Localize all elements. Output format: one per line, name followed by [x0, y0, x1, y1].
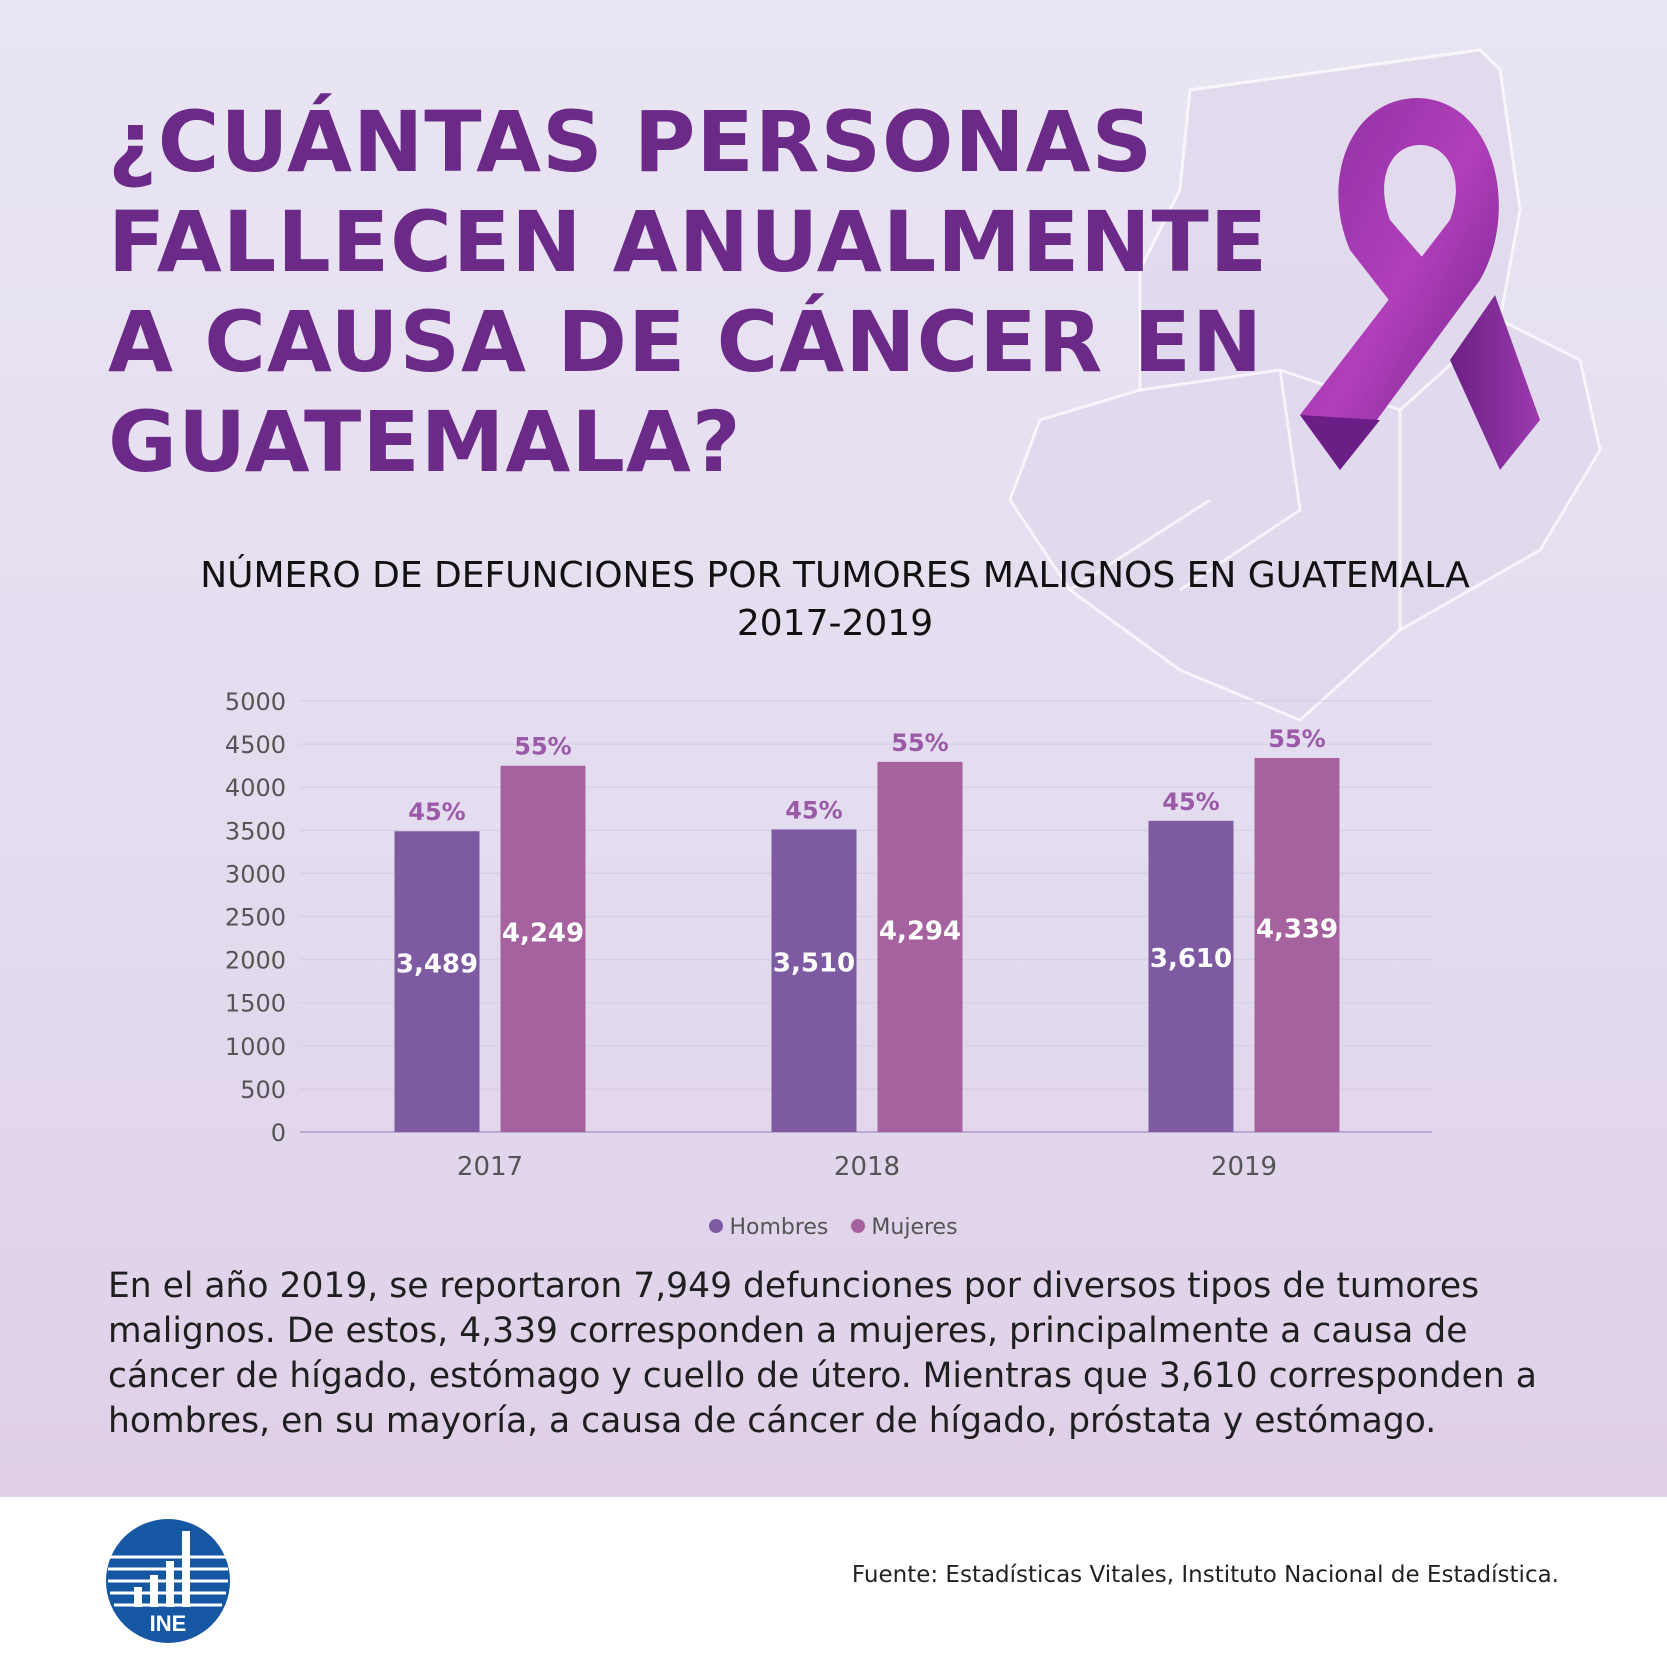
pct-label: 55%	[891, 729, 948, 757]
value-label: 3,610	[1150, 944, 1232, 974]
value-label: 4,294	[879, 917, 961, 947]
y-tick-label: 1500	[225, 990, 286, 1018]
bar-chart: 5000450040003500300025002000150010005000…	[225, 688, 1432, 1182]
y-tick-label: 2500	[225, 904, 286, 932]
chart-title: NÚMERO DE DEFUNCIONES POR TUMORES MALIGN…	[140, 552, 1530, 648]
bar-hombres	[771, 829, 857, 1132]
y-tick-label: 4500	[225, 731, 286, 759]
x-tick-label: 2018	[834, 1152, 900, 1182]
x-tick-label: 2017	[457, 1152, 523, 1182]
source-citation: Fuente: Estadísticas Vitales, Instituto …	[851, 1562, 1559, 1588]
footer-band	[0, 1497, 1667, 1667]
bar-mujeres	[500, 765, 586, 1132]
legend: Hombres Mujeres	[0, 1215, 1667, 1240]
value-label: 3,510	[773, 949, 855, 979]
pct-label: 45%	[408, 798, 465, 826]
chart-title-line1: NÚMERO DE DEFUNCIONES POR TUMORES MALIGN…	[200, 555, 1470, 596]
awareness-ribbon-icon	[1300, 98, 1540, 470]
pct-label: 55%	[514, 733, 571, 761]
headline: ¿CUÁNTAS PERSONAS FALLECEN ANUALMENTE A …	[108, 93, 1269, 491]
y-tick-label: 4000	[225, 774, 286, 802]
y-tick-label: 0	[271, 1119, 286, 1147]
chart-title-line2: 2017-2019	[736, 603, 934, 644]
value-label: 4,249	[502, 919, 584, 949]
pct-label: 45%	[1162, 788, 1219, 816]
y-tick-label: 3500	[225, 817, 286, 845]
summary-paragraph: En el año 2019, se reportaron 7,949 defu…	[108, 1266, 1537, 1441]
bar-mujeres	[877, 761, 963, 1132]
x-tick-label: 2019	[1211, 1152, 1277, 1182]
legend-label-mujeres: Mujeres	[871, 1215, 958, 1240]
legend-swatch-mujeres	[851, 1219, 866, 1233]
value-label: 3,489	[396, 950, 478, 980]
bar-hombres	[394, 831, 480, 1132]
y-tick-label: 2000	[225, 947, 286, 975]
legend-item-mujeres: Mujeres	[851, 1215, 958, 1240]
pct-label: 45%	[785, 796, 842, 824]
legend-swatch-hombres	[709, 1219, 724, 1233]
y-tick-label: 5000	[225, 688, 286, 716]
bar-mujeres	[1254, 757, 1340, 1132]
pct-label: 55%	[1268, 725, 1325, 753]
y-tick-label: 1000	[225, 1033, 286, 1061]
y-tick-label: 3000	[225, 860, 286, 888]
legend-label-hombres: Hombres	[729, 1215, 829, 1240]
logo-text: INE	[150, 1611, 187, 1636]
legend-item-hombres: Hombres	[709, 1215, 828, 1240]
ine-logo: INE	[106, 1519, 230, 1643]
y-tick-label: 500	[240, 1076, 286, 1104]
bar-hombres	[1148, 820, 1234, 1132]
value-label: 4,339	[1256, 915, 1338, 945]
